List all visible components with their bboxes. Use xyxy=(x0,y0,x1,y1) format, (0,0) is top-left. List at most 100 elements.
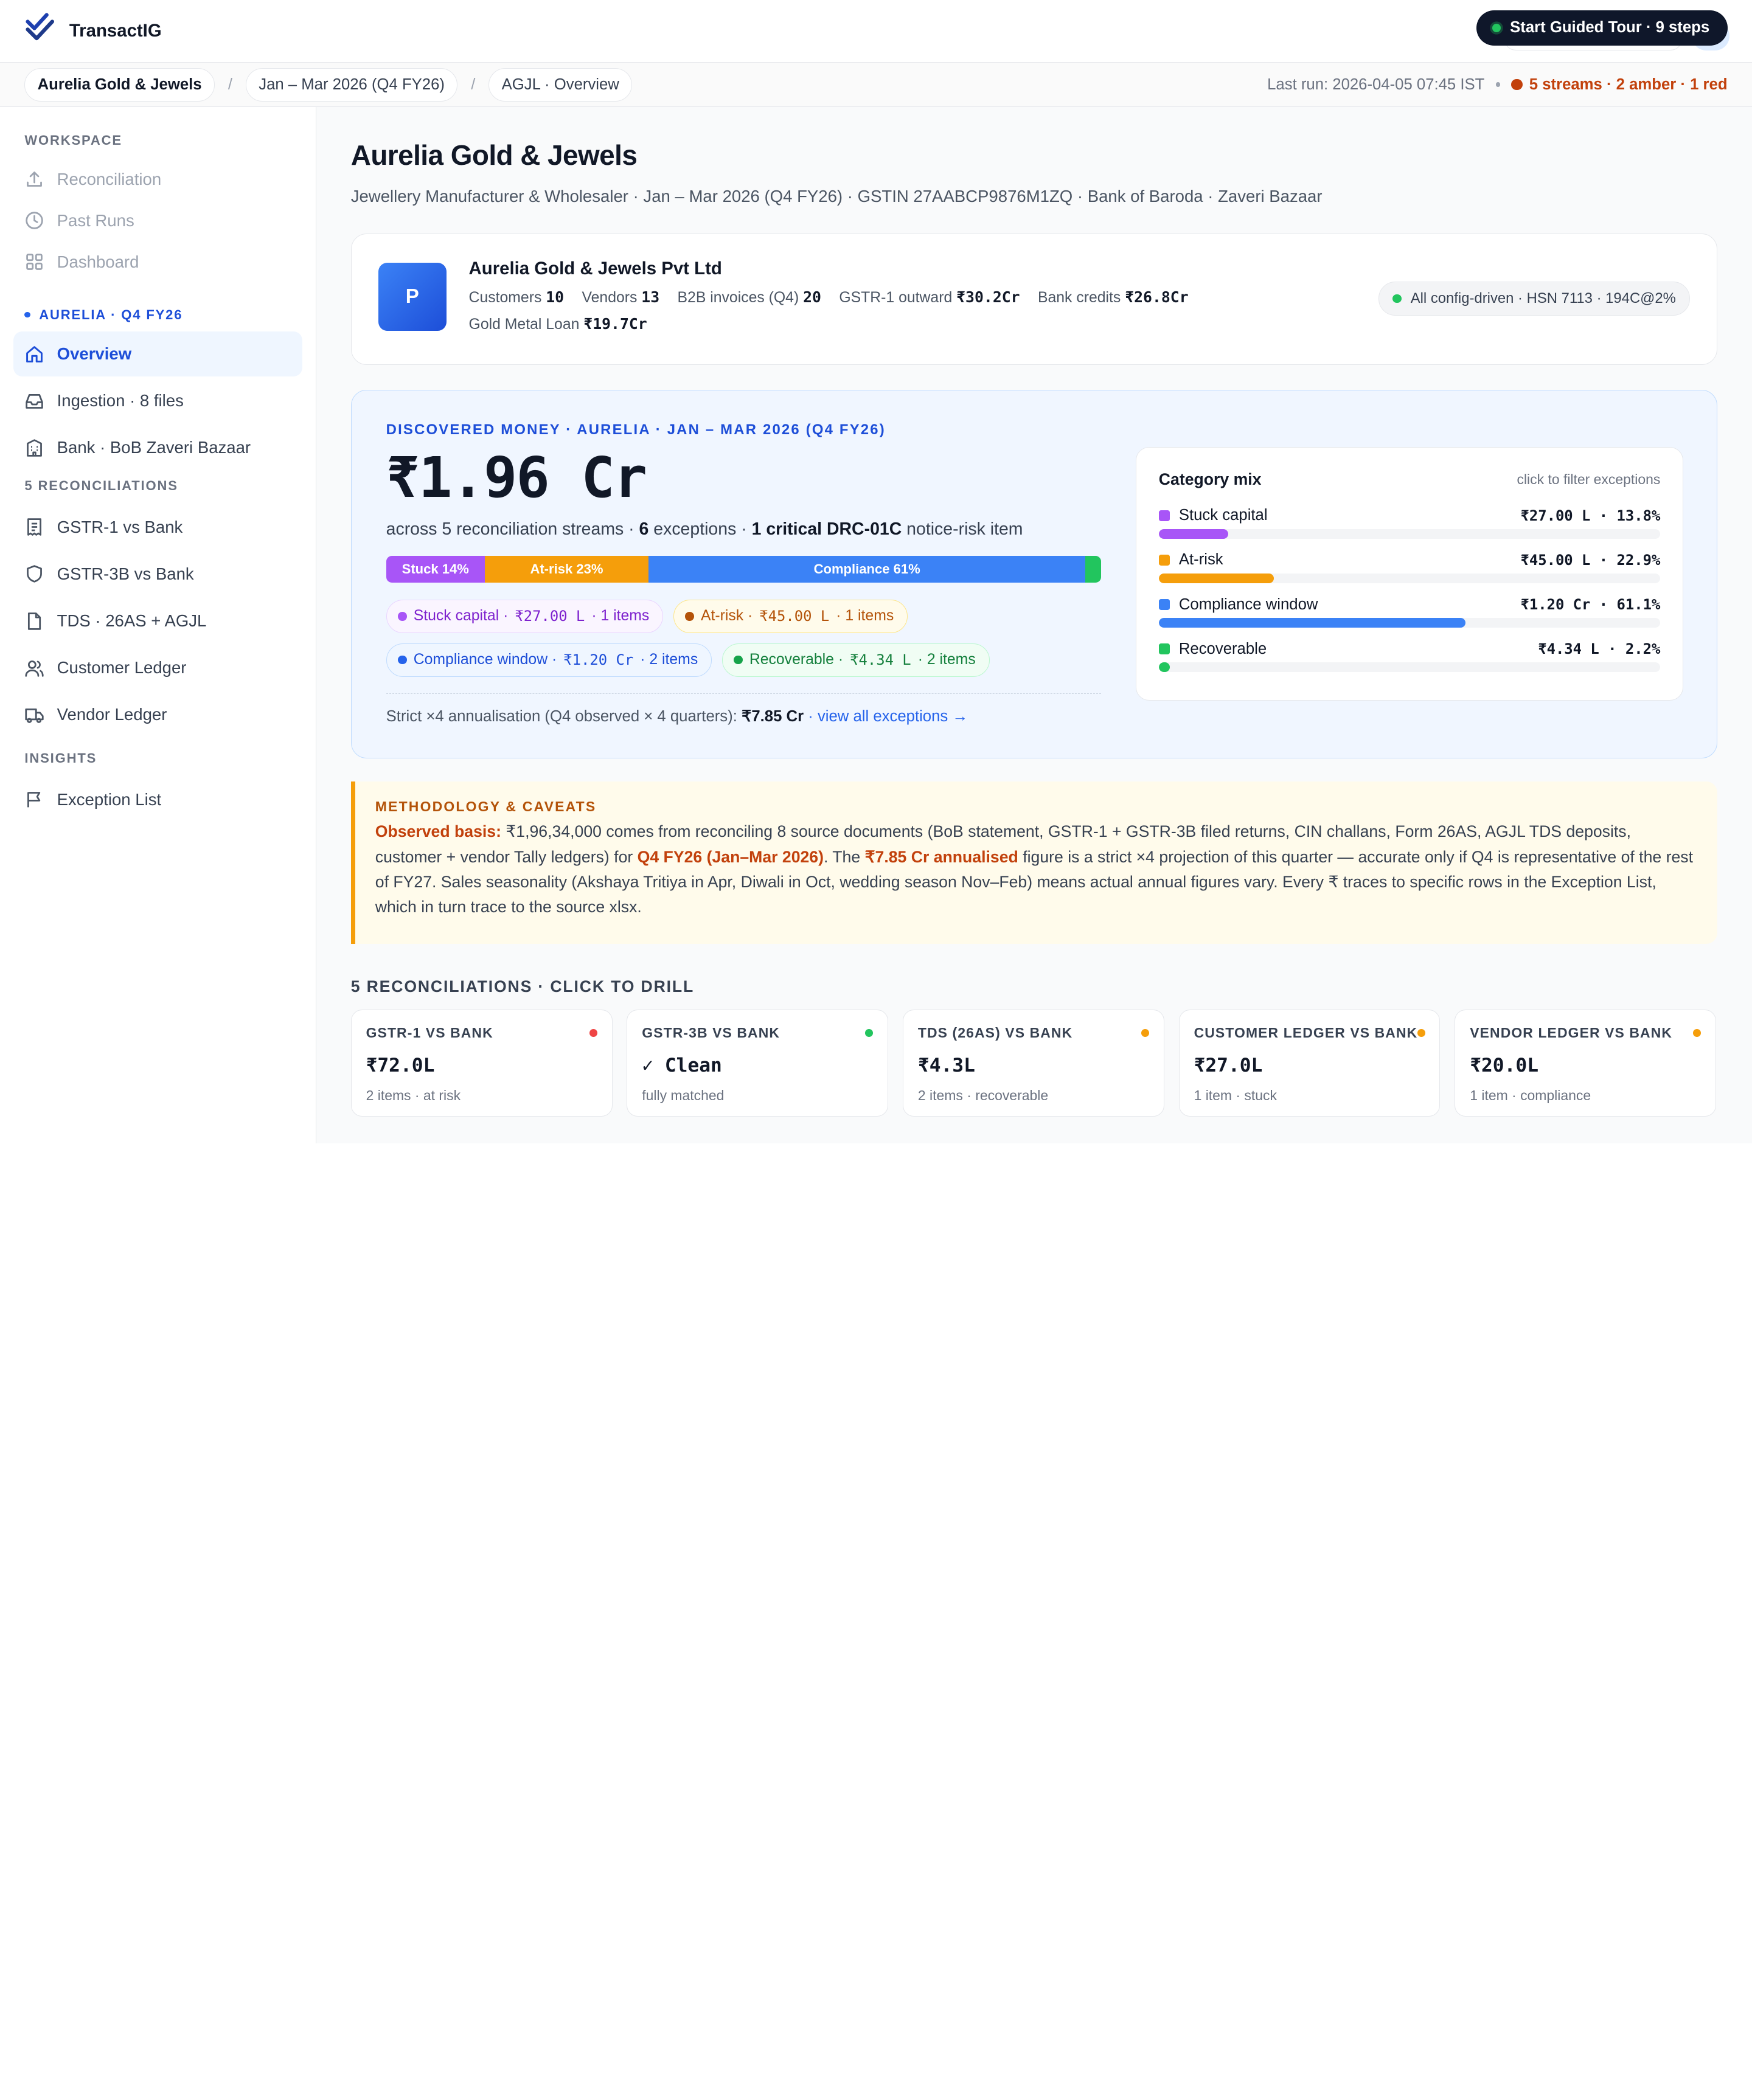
chip-count: · 1 items xyxy=(836,608,894,625)
status-dot-icon xyxy=(865,1028,874,1037)
stack-segment[interactable]: Compliance 61% xyxy=(648,556,1086,583)
category-bar-fill xyxy=(1158,662,1170,673)
grid-icon xyxy=(26,254,43,270)
sidebar-item-bank[interactable]: Bank · BoB Zaveri Bazaar xyxy=(13,426,302,470)
breadcrumb-period[interactable]: Jan – Mar 2026 (Q4 FY26) xyxy=(246,68,458,102)
sidebar-item-label: Dashboard xyxy=(57,252,139,271)
sidebar-item-past-runs[interactable]: Past Runs xyxy=(13,200,302,241)
tour-label: Start Guided Tour · 9 steps xyxy=(1510,19,1710,36)
stack-segment[interactable]: Stuck 14% xyxy=(386,556,485,583)
category-mix-hint: click to filter exceptions xyxy=(1517,471,1661,488)
category-mix-row[interactable]: Recoverable ₹4.34 L · 2.2% xyxy=(1158,640,1661,673)
sidebar-item-gstr1-vs-bank[interactable]: GSTR-1 vs Bank xyxy=(13,504,302,550)
breadcrumb: Aurelia Gold & Jewels / Jan – Mar 2026 (… xyxy=(0,62,1752,108)
sidebar-item-reconciliation[interactable]: Reconciliation xyxy=(13,159,302,200)
stack-segment[interactable] xyxy=(1085,556,1102,583)
category-chip[interactable]: At-risk · ₹45.00 L · 1 items xyxy=(673,599,908,634)
sidebar-item-label: TDS · 26AS + AGJL xyxy=(57,611,207,631)
reconciliation-title: TDS (26AS) VS BANK xyxy=(917,1024,1073,1041)
category-bar-fill xyxy=(1158,617,1465,628)
reconciliation-card[interactable]: GSTR-3B VS BANK ✓ Clean fully matched xyxy=(627,1009,889,1117)
category-value: ₹27.00 L · 13.8% xyxy=(1520,507,1661,524)
reconciliation-card[interactable]: TDS (26AS) VS BANK ₹4.3L 2 items · recover… xyxy=(903,1009,1164,1117)
entity-card: P Aurelia Gold & Jewels Pvt Ltd Customer… xyxy=(350,233,1717,366)
chip-name: At-risk · xyxy=(700,608,753,625)
category-chip[interactable]: Stuck capital · ₹27.00 L · 1 items xyxy=(386,599,664,634)
category-color-swatch xyxy=(1158,554,1170,566)
category-color-swatch xyxy=(1158,643,1170,655)
reconciliation-title: GSTR-1 VS BANK xyxy=(366,1024,493,1041)
category-value: ₹4.34 L · 2.2% xyxy=(1538,640,1661,658)
view-all-exceptions-link[interactable]: · view all exceptions → xyxy=(804,708,968,726)
category-bar-track xyxy=(1158,528,1661,539)
reconciliation-value: ✓ Clean xyxy=(642,1054,722,1076)
category-color-swatch xyxy=(1158,510,1170,522)
brand[interactable]: TransactIG xyxy=(24,12,162,50)
sidebar-section-client: AURELIA · Q4 FY26 xyxy=(0,304,316,327)
category-mix-row-header: At-risk ₹45.00 L · 22.9% xyxy=(1158,551,1660,569)
sidebar-item-label: Overview xyxy=(57,344,132,364)
discovered-money-label: DISCOVERED MONEY · AURELIA · JAN – MAR 2… xyxy=(386,421,886,438)
stack-segment[interactable]: At-risk 23% xyxy=(484,556,649,583)
sidebar-item-exception-list[interactable]: Exception List xyxy=(13,776,302,823)
upload-icon xyxy=(27,172,43,187)
sidebar-item-dashboard[interactable]: Dashboard xyxy=(13,241,302,283)
category-value: ₹1.20 Cr · 61.1% xyxy=(1520,596,1661,614)
category-mix-row[interactable]: Compliance window ₹1.20 Cr · 61.1% xyxy=(1158,595,1661,628)
sidebar-item-ingestion[interactable]: Ingestion · 8 files xyxy=(13,379,302,423)
reconciliation-card[interactable]: VENDOR LEDGER VS BANK ₹20.0L 1 item · comp… xyxy=(1455,1009,1717,1117)
breadcrumb-separator: / xyxy=(471,75,476,93)
category-mix-row-header: Compliance window ₹1.20 Cr · 61.1% xyxy=(1158,595,1661,614)
category-mix-row[interactable]: Stuck capital ₹27.00 L · 13.8% xyxy=(1158,507,1661,539)
config-pill-text: All config-driven · HSN 7113 · 194C@2% xyxy=(1410,290,1676,307)
reconciliation-value: ₹4.3L xyxy=(917,1054,975,1076)
status-dot-icon xyxy=(1417,1028,1425,1037)
reconciliation-card[interactable]: GSTR-1 VS BANK ₹72.0L 2 items · at risk xyxy=(350,1009,613,1117)
reconciliation-card[interactable]: CUSTOMER LEDGER VS BANK ₹27.0L 1 item · st… xyxy=(1178,1009,1441,1117)
breadcrumb-client[interactable]: Aurelia Gold & Jewels xyxy=(24,68,215,102)
discovered-money-card: DISCOVERED MONEY · AURELIA · JAN – MAR 2… xyxy=(350,389,1717,758)
sidebar-item-label: Customer Ledger xyxy=(57,658,187,677)
bank-icon xyxy=(27,439,43,457)
entity-avatar: P xyxy=(378,263,447,331)
clock-icon xyxy=(26,212,44,229)
category-chip[interactable]: Recoverable · ₹4.34 L · 2 items xyxy=(721,643,990,677)
reconciliations-label: 5 RECONCILIATIONS · CLICK TO DRILL xyxy=(350,977,695,996)
sidebar-item-label: Reconciliation xyxy=(57,169,162,189)
reconciliation-title: GSTR-3B VS BANK xyxy=(642,1024,780,1041)
category-mix-row-header: Recoverable ₹4.34 L · 2.2% xyxy=(1158,640,1661,658)
sidebar-item-label: GSTR-3B vs Bank xyxy=(57,564,194,583)
reconciliation-title: CUSTOMER LEDGER VS BANK xyxy=(1194,1024,1418,1041)
app-name: TransactIG xyxy=(69,20,162,41)
users-icon xyxy=(25,660,44,677)
sidebar-item-label: Past Runs xyxy=(57,210,134,230)
category-name: Compliance window xyxy=(1178,595,1318,613)
category-stack-bar[interactable]: Stuck 14% At-risk 23% Compliance 61% xyxy=(386,556,1102,583)
sidebar-item-customer-ledger[interactable]: Customer Ledger xyxy=(13,645,302,691)
chip-name: Recoverable · xyxy=(749,651,844,668)
sidebar-item-gstr3b-vs-bank[interactable]: GSTR-3B vs Bank xyxy=(13,550,302,597)
category-mix-row[interactable]: At-risk ₹45.00 L · 22.9% xyxy=(1158,551,1661,584)
chip-name: Stuck capital · xyxy=(413,608,509,625)
chip-dot-icon xyxy=(398,612,407,621)
start-guided-tour-button[interactable]: Start Guided Tour · 9 steps xyxy=(1476,10,1728,46)
methodology-text: Observed basis: ₹1,96,34,000 comes from … xyxy=(375,822,1693,917)
config-pill: All config-driven · HSN 7113 · 194C@2% xyxy=(1378,282,1690,316)
client-section-label: AURELIA · Q4 FY26 xyxy=(39,307,183,322)
breadcrumb-page[interactable]: AGJL · Overview xyxy=(488,68,633,102)
entity-stats: Customers 10 Vendors 13 B2B invoices (Q4… xyxy=(469,288,1273,334)
annualisation-line: Strict ×4 annualisation (Q4 observed × 4… xyxy=(386,708,968,726)
reconciliation-value: ₹72.0L xyxy=(366,1054,435,1076)
sidebar-item-tds[interactable]: TDS · 26AS + AGJL xyxy=(13,597,302,644)
chip-name: Compliance window · xyxy=(413,651,557,668)
stat-gold-metal-loan: Gold Metal Loan ₹19.7Cr xyxy=(468,315,647,333)
sidebar-item-overview[interactable]: Overview xyxy=(13,331,302,376)
sidebar-section-insights: INSIGHTS xyxy=(24,750,97,766)
reconciliation-subtext: 2 items · at risk xyxy=(366,1087,461,1104)
sidebar-item-vendor-ledger[interactable]: Vendor Ledger xyxy=(13,691,302,738)
category-chip[interactable]: Compliance window · ₹1.20 Cr · 2 items xyxy=(386,643,712,677)
stat-customers: Customers 10 xyxy=(468,288,565,306)
stream-status-summary[interactable]: 5 streams · 2 amber · 1 red xyxy=(1511,76,1728,94)
status-dot-icon xyxy=(589,1028,597,1037)
chip-value: ₹27.00 L xyxy=(515,608,585,625)
